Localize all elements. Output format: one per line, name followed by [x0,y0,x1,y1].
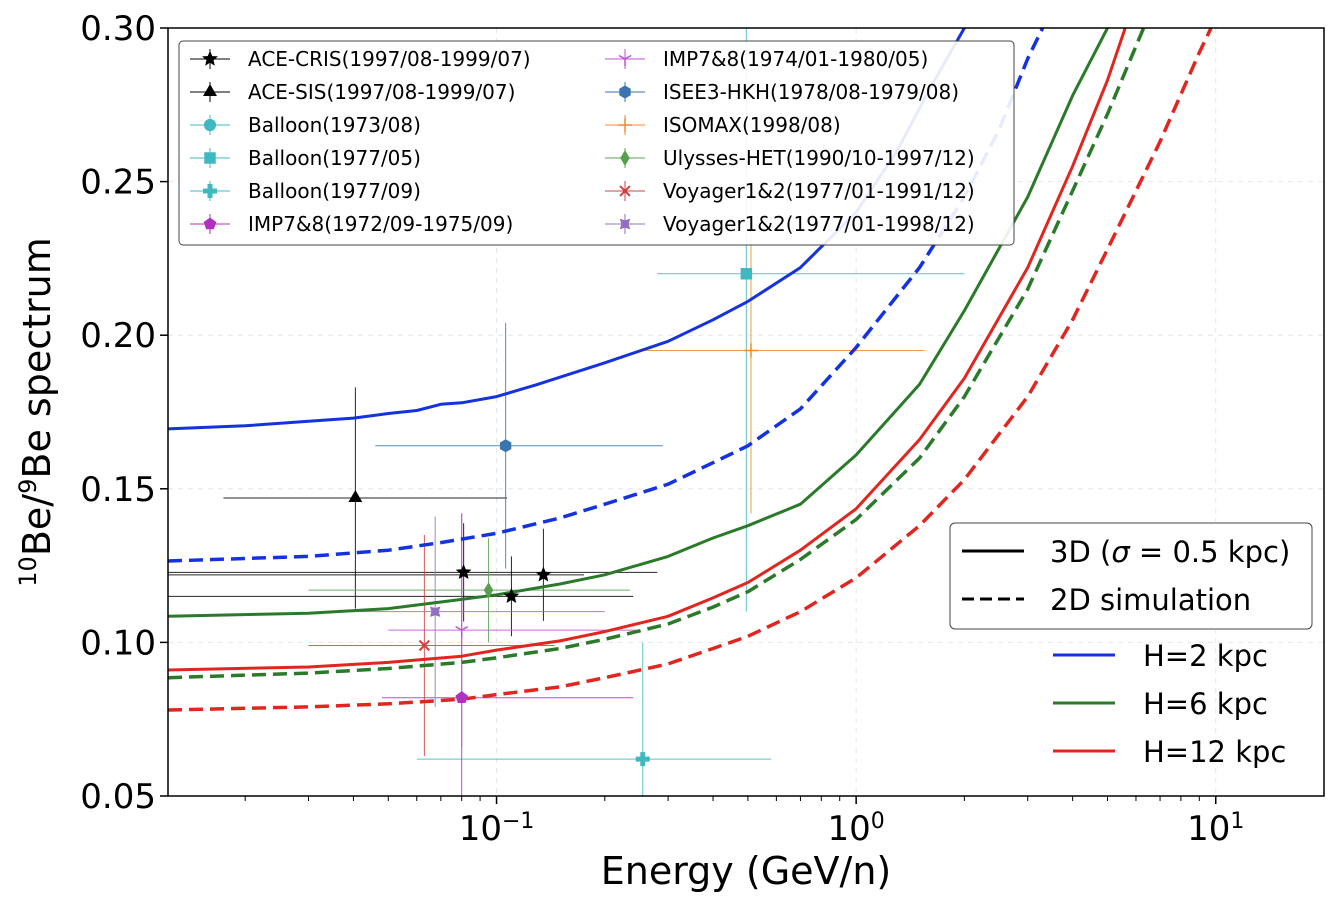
data-point-balloon-1977-05 [740,268,753,280]
model-curve-h-6-kpc-3d [168,28,1109,618]
legend-marker-voyager1-2-1977-01-1991-12 [619,185,631,197]
legend-label-ace-sis-1997-08-1999-07: ACE-SIS(1997/08-1999/07) [248,80,515,104]
legend-marker-balloon-1973-08 [203,118,217,132]
legend-3d-label: 3D (σ = 0.5 kpc) [1050,535,1290,569]
data-point-imp7-8-1974-01-1980-05 [455,625,469,638]
legend-data-sets: ACE-CRIS(1997/08-1999/07) ACE-SIS(1997/08… [178,40,1015,246]
legend-model-box [949,522,1313,630]
x-axis-label: Energy (GeV/n) [601,849,891,893]
legend-label-ace-cris-1997-08-1999-07: ACE-CRIS(1997/08-1999/07) [248,47,531,71]
legend-label-isee3-hkh-1978-08-1979-08: ISEE3-HKH(1978/08-1979/08) [663,80,959,104]
y-tick-label: 0.25 [80,163,156,203]
y-label-sup-9: 9 [14,479,42,494]
legend-marker-balloon-1977-09 [203,184,217,198]
legend-3d-prefix: 3D ( [1050,535,1111,569]
data-point-ace-cris-1997-08-1999-07 [455,564,472,580]
x-tick-label: 100 [828,809,885,850]
model-curve-h-6-kpc-2d [168,28,1146,680]
legend-label-ulysses-het-1990-10-1997-12: Ulysses-HET(1990/10-1997/12) [663,146,975,170]
legend-label-imp7-8-1972-09-1975-09: IMP7&8(1972/09-1975/09) [248,212,513,236]
legend-marker-ace-sis-1997-08-1999-07 [203,84,217,96]
legend-marker-imp7-8-1972-09-1975-09 [203,217,217,230]
legend-label-balloon-1973-08: Balloon(1973/08) [248,113,421,137]
data-point-voyager1-2-1977-01-1991-12 [418,639,430,652]
y-tick-label: 0.15 [80,470,156,510]
data-point-ace-cris-1997-08-1999-07 [503,587,520,604]
legend-height-label-h-6-kpc: H=6 kpc [1143,687,1268,721]
data-point-ace-sis-1997-08-1999-07 [348,489,363,502]
legend-height: H=2 kpc H=6 kpc H=12 kpc [1053,639,1286,769]
y-tick-label: 0.05 [80,777,156,817]
axes: 0.05 0.10 0.15 0.20 0.25 0.30 10−1 100 101 [80,9,1244,849]
y-tick-label: 0.20 [80,316,156,356]
y-label-sup-10: 10 [14,556,42,587]
y-axis-label: 10Be/9Be spectrum [14,237,59,586]
data-markers [348,268,758,767]
legend-marker-balloon-1977-05 [204,152,216,164]
y-tick-label: 0.30 [80,9,156,49]
data-point-voyager1-2-1977-01-1998-12 [429,606,441,617]
legend-label-voyager1-2-1977-01-1991-12: Voyager1&2(1977/01-1991/12) [663,179,975,203]
legend-3d-suffix: = 0.5 kpc) [1130,535,1291,569]
legend-data-box [178,40,1015,246]
data-point-imp7-8-1972-09-1975-09 [455,691,468,703]
legend-marker-isee3-hkh-1978-08-1979-08 [619,85,631,99]
legend-label-balloon-1977-05: Balloon(1977/05) [248,146,421,170]
model-curve-h-12-kpc-2d [168,28,1213,712]
legend-marker-voyager1-2-1977-01-1998-12 [619,218,631,230]
data-point-ulysses-het-1990-10-1997-12 [483,582,494,599]
x-tick-label: 101 [1187,809,1244,850]
y-label-be-slash: Be/ [15,494,59,556]
legend-label-isomax-1998-08: ISOMAX(1998/08) [663,113,841,137]
y-tick-label: 0.10 [80,623,156,663]
legend-2d-label: 2D simulation [1050,583,1251,617]
data-point-ace-cris-1997-08-1999-07 [535,566,552,582]
legend-marker-ace-cris-1997-08-1999-07 [202,50,218,66]
model-curves [168,28,1213,712]
y-label-be-spectrum: Be spectrum [15,237,59,478]
legend-marker-ulysses-het-1990-10-1997-12 [620,150,630,166]
plot-frame [167,27,1325,797]
legend-3d-sigma: σ [1111,535,1131,569]
legend-marker-imp7-8-1974-01-1980-05 [618,54,632,66]
legend-height-label-h-12-kpc: H=12 kpc [1143,735,1286,769]
legend-height-label-h-2-kpc: H=2 kpc [1143,639,1268,673]
model-curve-h-12-kpc-3d [168,28,1127,672]
x-tick-label: 10−1 [459,809,535,850]
data-point-isee3-hkh-1978-08-1979-08 [500,439,512,453]
legend-label-voyager1-2-1977-01-1998-12: Voyager1&2(1977/01-1998/12) [663,212,975,236]
legend-model: 3D (σ = 0.5 kpc) 2D simulation [949,522,1313,630]
legend-label-imp7-8-1974-01-1980-05: IMP7&8(1974/01-1980/05) [663,47,928,71]
data-point-isomax-1998-08 [743,343,758,358]
data-point-balloon-1977-09 [635,752,650,767]
legend-marker-isomax-1998-08 [618,118,632,132]
legend-label-balloon-1977-09: Balloon(1977/09) [248,179,421,203]
